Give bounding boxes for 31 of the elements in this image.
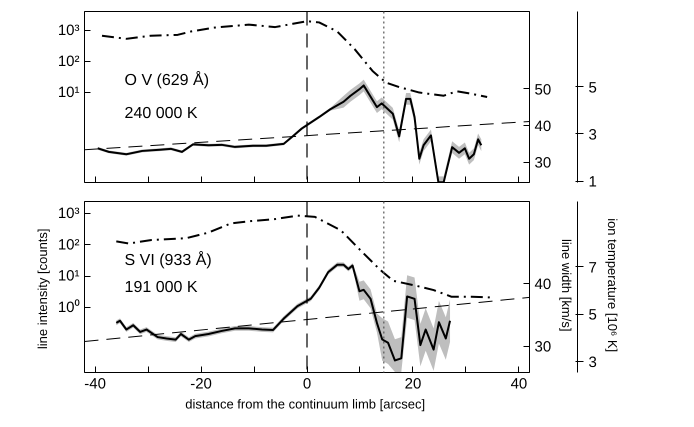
- y-tick-label: 10¹: [58, 84, 80, 102]
- y-axis-title: line intensity [counts]: [34, 228, 50, 350]
- annotation: S VI (933 Å): [124, 251, 212, 269]
- y2-tick-label: 30: [534, 154, 552, 172]
- y3-tick-label: 5: [588, 79, 597, 96]
- y2-tick-label: 40: [534, 118, 552, 135]
- y-tick-label: 10²: [58, 236, 80, 254]
- y-tick-label: 10²: [58, 53, 80, 70]
- y-tick-label: 10³: [58, 22, 80, 40]
- annotation: 191 000 K: [124, 279, 198, 296]
- y2-axis-title: line width [km/s]: [559, 238, 574, 332]
- annotation: 240 000 K: [124, 105, 198, 122]
- y2-tick-label: 50: [534, 81, 552, 98]
- y3-axis-title: ion temperature [10⁶ K]: [604, 218, 620, 352]
- annotation: O V (629 Å): [124, 71, 210, 89]
- x-tick-label: -20: [190, 376, 212, 392]
- y3-tick-label: 3: [588, 126, 597, 144]
- y-tick-label: 10¹: [58, 268, 80, 285]
- x-axis-title: distance from the continuum limb [arcsec]: [185, 396, 426, 412]
- x-tick-label: -40: [84, 376, 106, 392]
- y3-tick-label: 7: [588, 259, 597, 276]
- y-tick-label: 10⁰: [58, 299, 80, 316]
- x-tick-label: 0: [302, 376, 312, 392]
- y3-tick-label: 3: [588, 354, 597, 371]
- y3-tick-label: 5: [588, 306, 597, 324]
- x-tick-label: 20: [404, 376, 422, 392]
- y2-tick-label: 40: [534, 276, 552, 294]
- y3-tick-label: 1: [588, 174, 597, 191]
- y-tick-label: 10³: [58, 204, 80, 222]
- y2-tick-label: 30: [534, 338, 552, 356]
- x-tick-label: 40: [510, 376, 528, 392]
